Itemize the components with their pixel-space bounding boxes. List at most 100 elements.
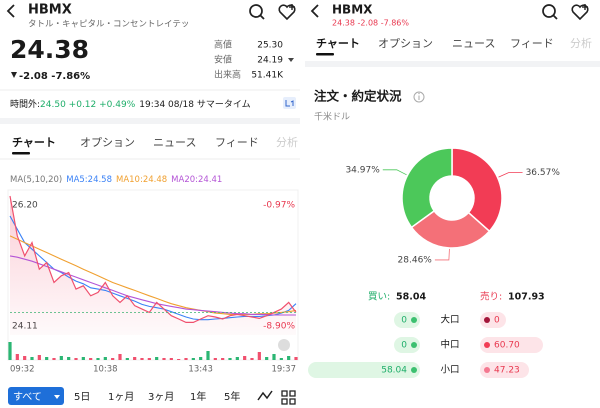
sell-label: 売り: — [480, 291, 502, 303]
volume-bar — [133, 357, 137, 360]
buy-dot — [411, 342, 417, 348]
volume-bar — [59, 356, 63, 360]
buy-value: 0 — [401, 341, 407, 351]
volume-bar — [81, 357, 85, 360]
range-option[interactable]: 3ヶ月 — [148, 391, 174, 403]
unit: 千米ドル — [314, 111, 350, 123]
sell-bar — [480, 312, 506, 328]
sell-value: 60.70 — [494, 341, 520, 351]
volume-bar — [23, 356, 27, 360]
volume-bar — [67, 357, 71, 360]
company-name: タトル・キャピタル・コンセントレイテッ — [28, 20, 189, 30]
volume-bar — [265, 357, 269, 360]
donut-slice — [401, 147, 453, 229]
volume-bar — [199, 357, 203, 360]
range-option[interactable]: 1ヶ月 — [108, 391, 134, 403]
search-icon[interactable] — [542, 4, 558, 20]
back-button[interactable] — [6, 4, 15, 18]
leader-line — [382, 169, 407, 176]
search-icon[interactable] — [249, 4, 265, 20]
tab[interactable]: オプション — [378, 37, 433, 50]
down-arrow — [11, 72, 17, 78]
volume-bar — [89, 358, 93, 360]
tab[interactable]: フィード — [510, 37, 554, 50]
volume-bar — [243, 356, 247, 360]
expand-icon[interactable] — [288, 58, 294, 62]
volume-bar — [162, 358, 166, 360]
sell-bar — [480, 362, 530, 378]
tab[interactable]: ニュース — [452, 37, 495, 50]
volume-bar — [30, 357, 34, 360]
slice-label: 36.57% — [526, 168, 561, 178]
chart-frame — [7, 189, 299, 361]
tab[interactable]: 分析 — [570, 36, 592, 50]
buy-bar — [394, 337, 420, 353]
volume-bar — [118, 354, 122, 360]
x-tick-label: 19:37 — [272, 365, 297, 375]
legend-entry: MA20:24.41 — [171, 175, 222, 185]
watchlist-icon[interactable] — [571, 4, 589, 21]
volume-bar — [206, 351, 210, 360]
volume-bar — [140, 358, 144, 360]
volume-bar — [177, 359, 181, 360]
legend-entry: MA10:24.48 — [116, 175, 167, 185]
section-title: 注文・約定状況 — [314, 89, 402, 104]
y2-tick-label: -0.97% — [263, 201, 295, 211]
donut-slice — [410, 209, 491, 249]
stat-label: 高値 — [214, 39, 232, 51]
range-option[interactable]: 5年 — [224, 390, 240, 403]
slice-label: 28.46% — [398, 255, 433, 265]
after-hours-time: 19:34 08/18 サマータイム — [139, 99, 250, 110]
stat-label: 安値 — [214, 54, 232, 66]
tab[interactable]: 分析 — [276, 135, 298, 149]
volume-bar — [96, 358, 100, 360]
tab-underline — [316, 53, 334, 56]
sell-dot — [484, 317, 490, 323]
price: 24.38 — [10, 35, 89, 64]
volume-bar — [257, 352, 261, 360]
range-option[interactable]: 5日 — [74, 392, 90, 403]
range-option[interactable]: 1年 — [190, 390, 206, 403]
info-icon[interactable] — [413, 91, 425, 103]
reset-button[interactable] — [278, 339, 290, 351]
after-hours: 時間外:24.50 +0.12 +0.49% 19:34 08/18 サマータイム — [10, 98, 251, 110]
volume-bar — [147, 358, 151, 360]
volume-bar — [52, 358, 56, 360]
buy-bar — [394, 312, 420, 328]
volume-bar — [8, 342, 12, 360]
tab[interactable]: フィード — [215, 136, 259, 149]
session-badge[interactable] — [283, 97, 296, 109]
buy-total: 58.04 — [396, 292, 426, 303]
back-button[interactable] — [310, 4, 319, 18]
tab[interactable]: チャート — [316, 37, 360, 50]
x-tick-label: 09:32 — [10, 365, 35, 375]
sell-value: 47.23 — [494, 366, 520, 376]
stat-label: 出来高 — [214, 69, 241, 81]
ma-legend: MA(5,10,20) MA5:24.58 MA10:24.48 MA20:24.41 — [10, 175, 222, 185]
volume-bar — [155, 357, 159, 360]
volume-bar — [294, 357, 298, 360]
ma-line — [9, 255, 296, 316]
leader-line — [434, 248, 450, 261]
tab[interactable]: ニュース — [153, 136, 196, 149]
volume-bar — [45, 357, 49, 360]
slice-label: 34.97% — [345, 165, 380, 175]
range-selected[interactable] — [8, 387, 64, 405]
row-label: 中口 — [440, 339, 459, 351]
sell-total: 107.93 — [508, 292, 545, 303]
layout-icon[interactable] — [281, 390, 296, 405]
watchlist-icon[interactable] — [278, 4, 296, 21]
tab[interactable]: オプション — [80, 136, 135, 149]
volume-bar — [272, 354, 276, 360]
indicator-icon[interactable] — [257, 390, 273, 401]
after-hours-change: 24.50 +0.12 +0.49% — [40, 100, 136, 110]
session-badge-icon — [285, 100, 294, 107]
price-line — [9, 195, 297, 323]
y-tick-label: 26.20 — [12, 201, 38, 211]
range-option[interactable]: すべて — [13, 391, 42, 403]
stat-value: 51.41K — [251, 71, 284, 81]
volume-bar — [169, 358, 173, 360]
tab[interactable]: チャート — [12, 136, 56, 149]
volume-bar — [125, 358, 129, 360]
